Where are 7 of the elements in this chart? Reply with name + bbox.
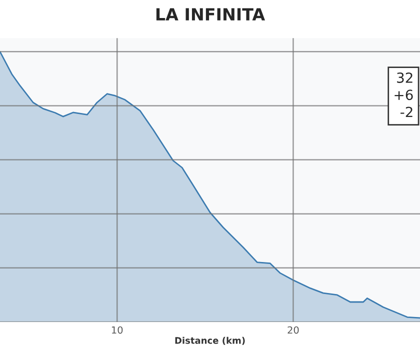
x-tick-label: 20: [288, 326, 299, 334]
annotation: 32: [397, 72, 412, 83]
annotation: +6: [394, 90, 413, 100]
annotation: -2: [400, 106, 412, 118]
chart-title: LA INFINITA: [156, 8, 266, 20]
x-axis-title: Distance (km): [175, 336, 245, 345]
x-tick-label: 10: [112, 326, 123, 334]
